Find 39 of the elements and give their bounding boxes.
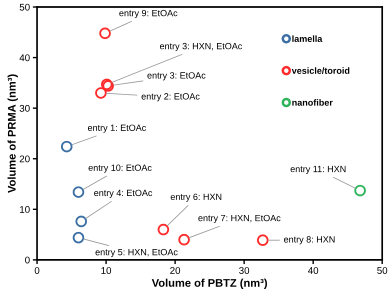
x-tick-label: 30 (239, 267, 250, 274)
point (72, 232, 84, 244)
annotation: entry 7: HXN, EtOAc (198, 214, 281, 224)
point (72, 186, 84, 198)
x-tick-label: 10 (101, 267, 112, 274)
y-tick-label: 40 (20, 54, 30, 62)
point (354, 184, 366, 196)
annotation: entry 3: HXN, EtOAc (160, 42, 242, 52)
annotation: entry 6: HXN (170, 194, 222, 202)
x-tick-label: 20 (170, 267, 180, 274)
annotation: entry 5: HXN, EtOAc (96, 248, 178, 258)
x-axis-title: Volume of PBTZ (nm³) (152, 278, 267, 290)
y-tick-label: 50 (20, 4, 30, 11)
annotation: entry 10: EtOAc (88, 164, 152, 173)
annotation: entry 1: EtOAc (88, 124, 146, 133)
y-tick-label: 30 (20, 104, 30, 112)
annotation: entry 3: EtOAc (147, 72, 206, 80)
legend-label: nanofiber (292, 99, 333, 106)
legend-label: vesicle/toroid (292, 67, 350, 74)
annotation: entry 2: EtOAc (142, 93, 200, 102)
y-tick-label: 10 (20, 206, 30, 213)
y-tick-label: 20 (20, 155, 30, 162)
annotation: entry 4: EtOAc (94, 190, 152, 198)
y-tick-label: 0 (25, 256, 30, 264)
point (99, 28, 111, 40)
x-tick-label: 50 (377, 267, 388, 274)
point (158, 224, 170, 236)
annotation: entry 9: EtOAc (119, 10, 178, 18)
y-axis-title: Volume of PRMA (nm³) (8, 74, 18, 193)
point (257, 234, 269, 246)
x-tick-label: 0 (34, 267, 40, 274)
point (60, 140, 72, 152)
x-tick-label: 40 (308, 267, 318, 274)
annotation: entry 8: HXN (284, 236, 335, 244)
point (95, 87, 107, 99)
point (178, 234, 190, 246)
legend-label: lamella (292, 35, 322, 42)
point (75, 216, 87, 228)
annotation: entry 11: HXN (290, 166, 346, 174)
